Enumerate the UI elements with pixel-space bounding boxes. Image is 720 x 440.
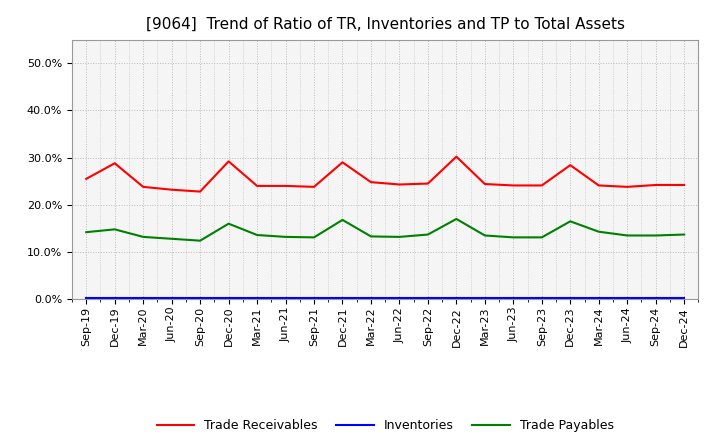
Trade Payables [110, 227, 119, 232]
Trade Payables [623, 233, 631, 238]
Trade Payables [196, 238, 204, 243]
Inventories [282, 296, 290, 301]
Trade Payables [395, 234, 404, 239]
Inventories [423, 296, 432, 301]
Inventories [139, 296, 148, 301]
Trade Receivables [167, 187, 176, 192]
Trade Receivables [310, 184, 318, 190]
Trade Receivables [680, 182, 688, 187]
Trade Receivables [595, 183, 603, 188]
Trade Receivables [480, 181, 489, 187]
Trade Receivables [537, 183, 546, 188]
Inventories [167, 296, 176, 301]
Inventories [366, 296, 375, 301]
Inventories [623, 296, 631, 301]
Trade Payables [282, 234, 290, 239]
Trade Receivables [82, 176, 91, 181]
Trade Receivables [282, 183, 290, 189]
Inventories [509, 296, 518, 301]
Trade Payables [509, 235, 518, 240]
Trade Payables [566, 219, 575, 224]
Trade Payables [225, 221, 233, 226]
Title: [9064]  Trend of Ratio of TR, Inventories and TP to Total Assets: [9064] Trend of Ratio of TR, Inventories… [145, 16, 625, 32]
Inventories [652, 296, 660, 301]
Trade Payables [423, 232, 432, 237]
Trade Receivables [139, 184, 148, 190]
Inventories [110, 296, 119, 301]
Inventories [196, 296, 204, 301]
Trade Payables [537, 235, 546, 240]
Inventories [395, 296, 404, 301]
Trade Receivables [452, 154, 461, 159]
Trade Payables [338, 217, 347, 223]
Legend: Trade Receivables, Inventories, Trade Payables: Trade Receivables, Inventories, Trade Pa… [151, 414, 619, 437]
Line: Trade Payables: Trade Payables [86, 219, 684, 241]
Trade Receivables [338, 160, 347, 165]
Trade Receivables [253, 183, 261, 189]
Trade Payables [310, 235, 318, 240]
Inventories [338, 296, 347, 301]
Trade Payables [452, 216, 461, 222]
Inventories [225, 296, 233, 301]
Trade Payables [253, 232, 261, 238]
Inventories [566, 296, 575, 301]
Trade Receivables [652, 182, 660, 187]
Trade Receivables [623, 184, 631, 190]
Trade Payables [366, 234, 375, 239]
Trade Payables [480, 233, 489, 238]
Trade Receivables [196, 189, 204, 194]
Inventories [595, 296, 603, 301]
Inventories [253, 296, 261, 301]
Trade Receivables [110, 161, 119, 166]
Trade Receivables [509, 183, 518, 188]
Trade Receivables [423, 181, 432, 186]
Line: Trade Receivables: Trade Receivables [86, 157, 684, 191]
Inventories [680, 296, 688, 301]
Inventories [537, 296, 546, 301]
Inventories [452, 296, 461, 301]
Trade Payables [652, 233, 660, 238]
Trade Payables [680, 232, 688, 237]
Trade Payables [167, 236, 176, 242]
Trade Receivables [366, 180, 375, 185]
Trade Receivables [225, 159, 233, 164]
Trade Payables [595, 229, 603, 235]
Trade Receivables [395, 182, 404, 187]
Trade Receivables [566, 162, 575, 168]
Inventories [310, 296, 318, 301]
Inventories [82, 296, 91, 301]
Trade Payables [139, 234, 148, 239]
Inventories [480, 296, 489, 301]
Trade Payables [82, 230, 91, 235]
